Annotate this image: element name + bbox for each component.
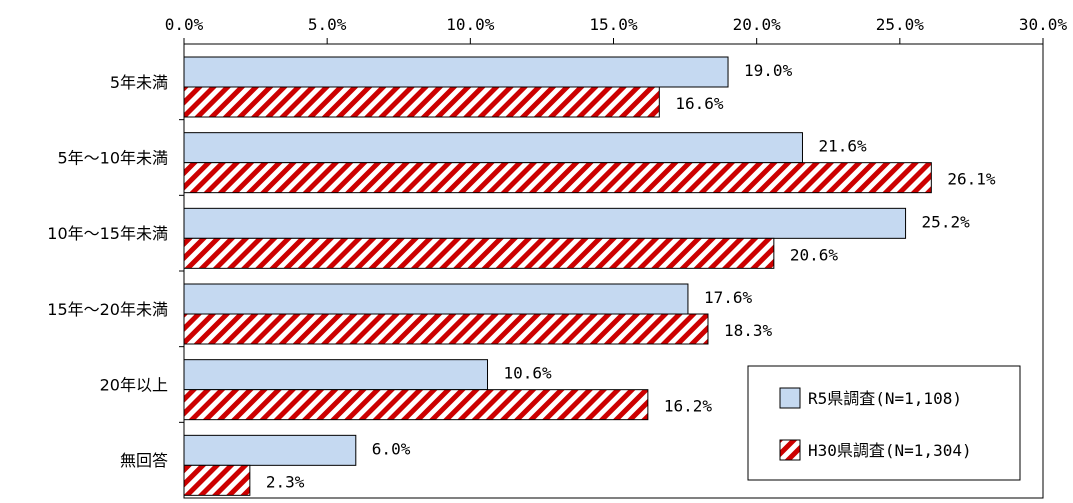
- x-tick-label: 0.0%: [165, 15, 204, 34]
- x-tick-label: 15.0%: [589, 15, 638, 34]
- x-tick-label: 10.0%: [446, 15, 495, 34]
- x-tick-label: 20.0%: [733, 15, 782, 34]
- bar-r5: [183, 132, 803, 164]
- x-tick-label: 25.0%: [876, 15, 925, 34]
- data-label: 26.1%: [947, 170, 996, 189]
- x-tick-label: 30.0%: [1019, 15, 1068, 34]
- category-label: 10年～15年未満: [47, 224, 168, 243]
- category-label: 5年未満: [110, 73, 168, 92]
- category-label: 20年以上: [100, 376, 168, 395]
- bar-r5: [183, 56, 729, 88]
- data-label: 25.2%: [922, 212, 971, 231]
- data-label: 10.6%: [504, 364, 553, 383]
- bar-r5: [183, 359, 489, 391]
- data-label: 16.2%: [664, 397, 713, 416]
- axis-layer: 0.0% 5.0% 10.0% 15.0% 20.0% 25.0% 30.0% 5年未満 5年～…: [47, 15, 1068, 499]
- category-label: 15年～20年未満: [47, 300, 168, 319]
- data-label: 6.0%: [372, 439, 411, 458]
- data-label: 2.3%: [266, 472, 305, 491]
- legend-label-r5: R5県調査(N=1,108): [808, 389, 962, 408]
- bar-h30: [183, 389, 649, 421]
- legend-swatch-r5: [779, 387, 801, 409]
- bar-h30: [183, 86, 660, 118]
- legend-label-h30: H30県調査(N=1,304): [808, 441, 972, 460]
- bar-h30: [183, 162, 932, 194]
- bar-r5: [183, 283, 689, 315]
- x-tick-label: 5.0%: [308, 15, 347, 34]
- bar-h30: [183, 313, 709, 345]
- labels-layer: 19.0% 21.6% 25.2% 17.6% 10.6% 6.0% 16.6% 26.1% 2…: [266, 61, 996, 491]
- bars-layer: [183, 56, 932, 496]
- bar-h30: [183, 237, 775, 269]
- legend: R5県調査(N=1,108) H30県調査(N=1,304): [747, 365, 1021, 481]
- bar-r5: [183, 207, 907, 239]
- category-label: 5年～10年未満: [57, 149, 168, 168]
- bar-r5: [183, 434, 357, 466]
- bar-h30: [183, 464, 251, 496]
- legend-box: [747, 365, 1021, 481]
- legend-swatch-h30: [779, 439, 801, 461]
- data-label: 19.0%: [744, 61, 793, 80]
- category-label: 無回答: [120, 451, 168, 470]
- data-label: 21.6%: [818, 137, 867, 156]
- data-label: 16.6%: [675, 94, 724, 113]
- data-label: 17.6%: [704, 288, 753, 307]
- data-label: 20.6%: [790, 245, 839, 264]
- data-label: 18.3%: [724, 321, 773, 340]
